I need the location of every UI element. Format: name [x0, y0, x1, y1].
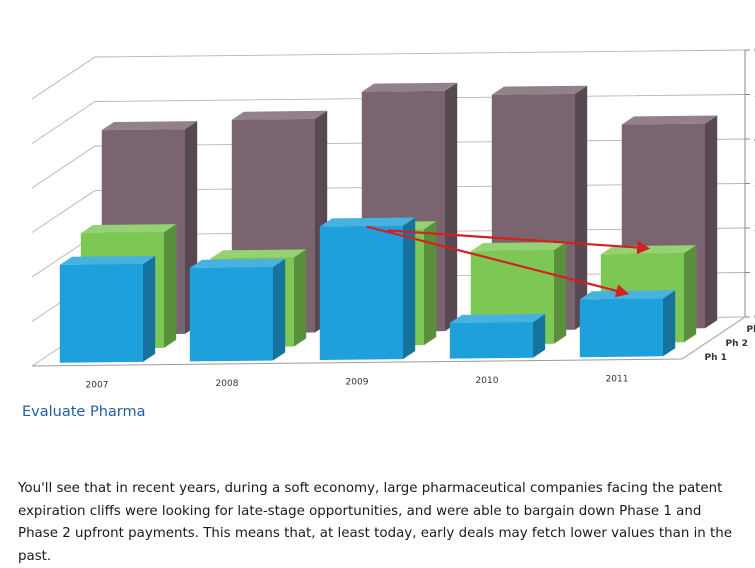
- bar-top: [190, 259, 285, 268]
- series-label: Ph 3: [747, 325, 755, 335]
- series-labels: Ph 1 Ph 2 Ph 3: [705, 325, 755, 363]
- bar-side: [273, 259, 285, 361]
- bar-side: [575, 86, 587, 330]
- bar-top: [362, 83, 457, 92]
- bar-side: [445, 83, 457, 331]
- bar-top: [622, 116, 717, 125]
- bar-front: [450, 322, 533, 359]
- category-label: 2009: [346, 378, 369, 388]
- caption-text: You'll see that in recent years, during …: [18, 478, 740, 568]
- category-label: 2011: [606, 375, 629, 385]
- series-label: Ph 1: [705, 353, 727, 363]
- bar-side: [164, 224, 176, 348]
- bar-ph1-2008: [190, 259, 285, 362]
- bar-front: [190, 267, 273, 361]
- bar-front: [60, 264, 143, 363]
- bar-ph1-2011: [580, 290, 675, 357]
- bar-top: [471, 242, 566, 251]
- bars: [60, 83, 717, 363]
- bar-side: [705, 116, 717, 329]
- bar-top: [320, 218, 415, 227]
- bar-side: [684, 245, 696, 342]
- bar-ph1-2009: [320, 218, 415, 361]
- series-label: Ph 2: [726, 339, 748, 349]
- bar-top: [81, 224, 176, 233]
- bar-top: [232, 111, 327, 120]
- bar-side: [424, 221, 436, 345]
- bar-top: [211, 249, 306, 258]
- bar-front: [320, 226, 403, 360]
- category-label: 2010: [476, 376, 499, 386]
- bar-side: [143, 256, 155, 362]
- bar-top: [492, 86, 587, 95]
- bar-ph1-2010: [450, 314, 545, 359]
- bar-top: [60, 256, 155, 265]
- category-label: 2008: [216, 379, 239, 389]
- bar-side: [663, 290, 675, 356]
- bar-ph1-2007: [60, 256, 155, 363]
- category-label: 2007: [86, 380, 109, 390]
- source-label: Evaluate Pharma: [22, 404, 145, 420]
- z-axis-ticks: 0102030405060: [745, 46, 755, 323]
- bar-side: [294, 249, 306, 346]
- bar-top: [580, 290, 675, 299]
- bar-top: [102, 121, 197, 130]
- bar-top: [450, 314, 545, 323]
- bar-side: [554, 242, 566, 344]
- bar-front: [580, 299, 663, 358]
- category-labels: 2007 2008 2009 2010 2011: [86, 375, 629, 391]
